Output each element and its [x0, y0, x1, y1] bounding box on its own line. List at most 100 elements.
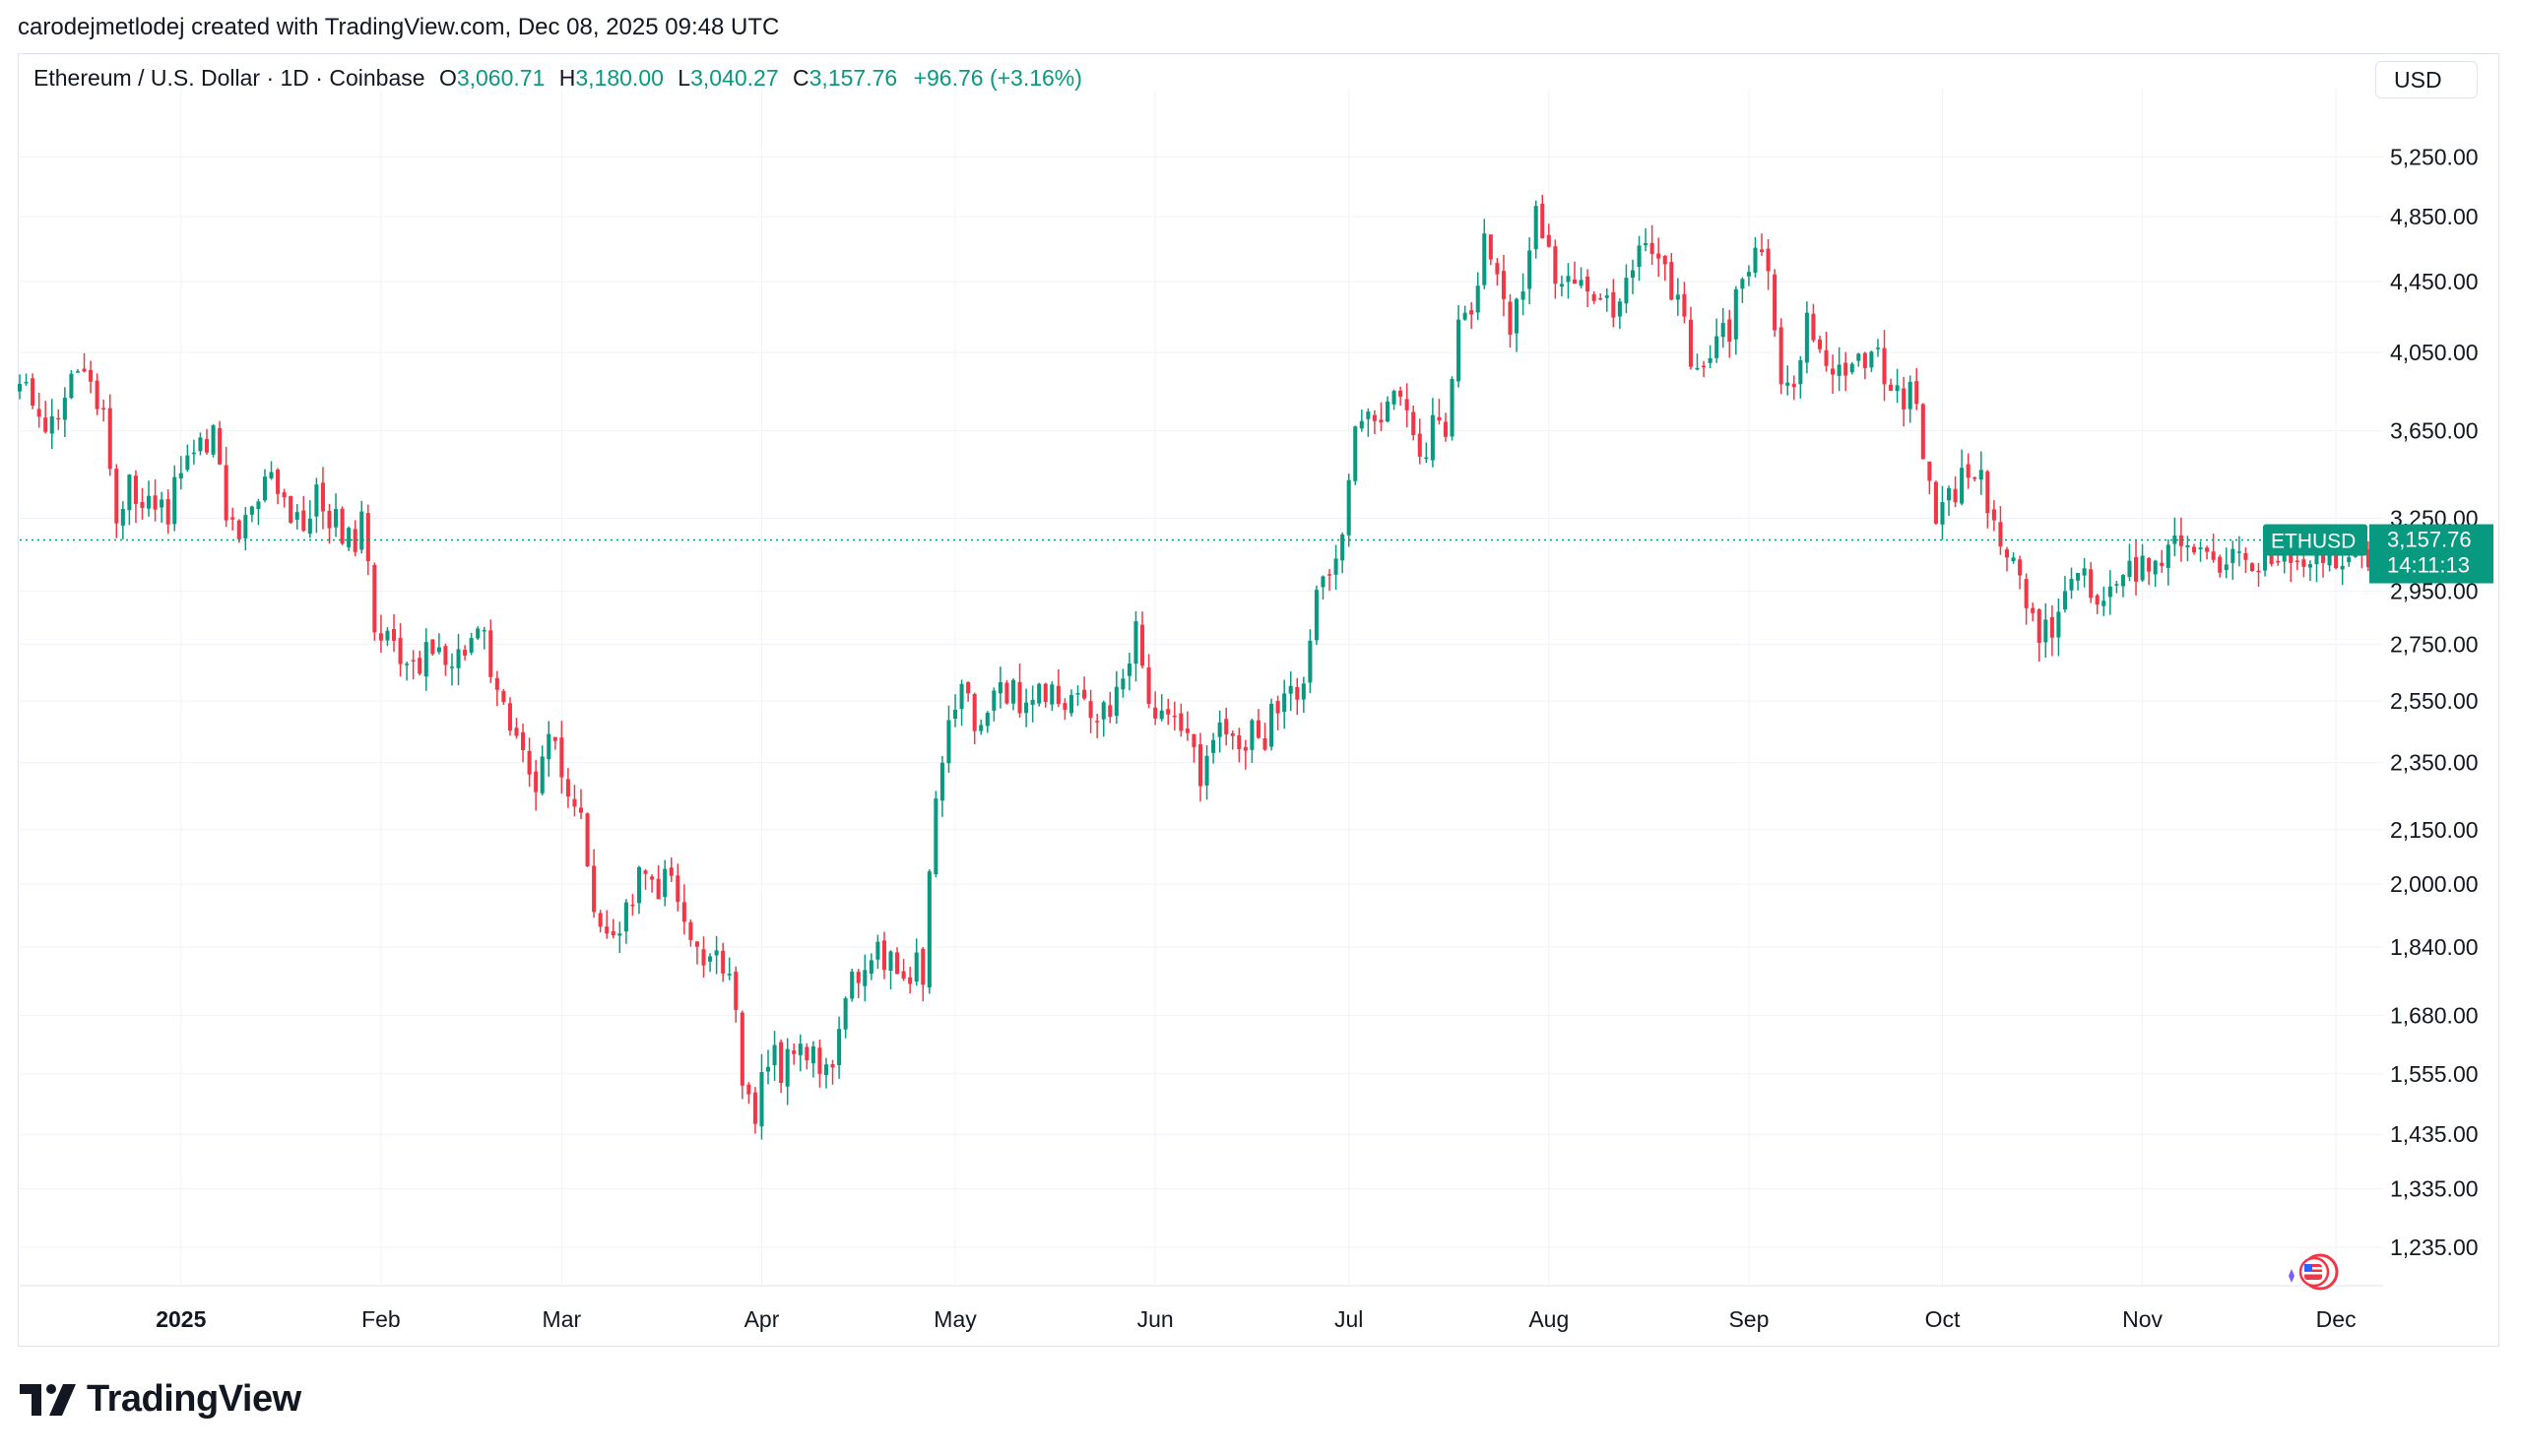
candle-body	[1088, 701, 1093, 719]
candle	[1960, 449, 1965, 506]
candle-body	[2147, 558, 2152, 572]
candle	[1746, 265, 1751, 286]
candle	[2165, 538, 2170, 586]
candle	[2089, 561, 2094, 603]
candle	[436, 633, 441, 655]
candle	[463, 645, 468, 661]
candle-body	[611, 931, 615, 936]
candle	[837, 1016, 842, 1079]
candle-body	[1572, 279, 1578, 285]
candle-body	[578, 807, 584, 813]
candle-body	[2036, 609, 2041, 644]
candle	[1644, 227, 1648, 252]
candle	[1146, 654, 1151, 709]
candle	[663, 859, 668, 907]
candle	[314, 477, 319, 534]
axis-layer: 5,250.00 4,850.00 4,450.00 4,050.00 3,650.00…	[156, 144, 2478, 1332]
candle	[1837, 347, 1842, 392]
candle-body	[334, 509, 339, 528]
tradingview-logo[interactable]: TradingView	[20, 1378, 301, 1421]
candle-body	[236, 520, 241, 539]
candle-body	[1708, 357, 1713, 363]
candle-body	[2243, 552, 2248, 560]
candle-body	[1662, 255, 1667, 265]
candle	[1875, 339, 1880, 357]
candle-body	[507, 703, 512, 731]
candle	[2178, 517, 2183, 562]
candle-body	[398, 638, 403, 665]
candle	[1856, 352, 1861, 367]
candle	[895, 947, 900, 975]
candle	[1024, 688, 1029, 728]
candle-body	[1288, 685, 1293, 694]
candle	[1843, 351, 1848, 392]
candle	[681, 884, 686, 935]
candle	[418, 651, 422, 675]
candle-body	[256, 501, 261, 509]
candle	[1088, 689, 1093, 733]
candle-body	[1133, 621, 1138, 665]
candle	[2191, 543, 2197, 555]
candle	[249, 505, 254, 523]
candle	[598, 910, 603, 933]
candle	[430, 639, 435, 657]
candle-body	[1469, 310, 1474, 315]
candle	[752, 1087, 757, 1134]
candle-body	[2140, 555, 2145, 581]
candle	[1753, 236, 1758, 278]
tradingview-logo-icon	[20, 1383, 76, 1416]
candle	[1004, 679, 1009, 705]
candle	[289, 495, 293, 525]
candle	[1185, 711, 1190, 741]
candle	[565, 768, 570, 808]
candle-body	[643, 870, 648, 874]
candle	[469, 632, 474, 656]
candle	[114, 464, 119, 538]
candle	[1914, 367, 1919, 411]
candle-body	[204, 438, 210, 453]
last-price-layer: ETHUSD 3,157.76 14:11:13	[20, 524, 2493, 584]
candle-body	[2198, 547, 2203, 549]
candle-body	[2172, 536, 2177, 544]
candle	[1817, 335, 1823, 353]
candle	[1682, 282, 1687, 324]
candle-body	[1121, 678, 1126, 690]
candle-body	[901, 971, 906, 980]
candle	[636, 865, 642, 915]
candle-body	[107, 408, 112, 470]
x-tick-label: Sep	[1728, 1306, 1769, 1332]
candle-body	[1869, 351, 1874, 368]
candle	[1346, 474, 1351, 547]
candle	[120, 501, 125, 539]
candle	[1611, 279, 1616, 328]
candle	[1211, 732, 1216, 764]
candle-body	[837, 1029, 842, 1065]
candle-body	[2043, 619, 2048, 643]
candle	[759, 1053, 764, 1140]
candle-body	[340, 508, 345, 544]
candle-body	[262, 476, 267, 501]
candle-body	[1185, 728, 1190, 733]
candle-body	[669, 867, 674, 876]
candle	[1785, 365, 1790, 396]
candle-body	[1682, 293, 1687, 317]
candle-body	[1269, 703, 1274, 747]
x-tick-label: Dec	[2316, 1306, 2357, 1332]
candle-body	[1740, 279, 1745, 289]
candle-body	[1624, 278, 1629, 304]
candle	[1540, 194, 1545, 239]
candle	[998, 666, 1002, 709]
candle	[1153, 691, 1158, 726]
candle	[2101, 586, 2106, 616]
candle-body	[140, 501, 145, 508]
candle	[1237, 728, 1242, 763]
candle-body	[191, 452, 196, 455]
candle	[476, 626, 481, 641]
candle	[2076, 572, 2081, 591]
last-price-label: 3,157.76	[2387, 528, 2472, 552]
us-flag-badge-icon[interactable]	[2283, 1250, 2342, 1298]
candle-body	[494, 677, 499, 690]
candle	[2249, 562, 2254, 572]
currency-button[interactable]: USD	[2375, 61, 2478, 98]
